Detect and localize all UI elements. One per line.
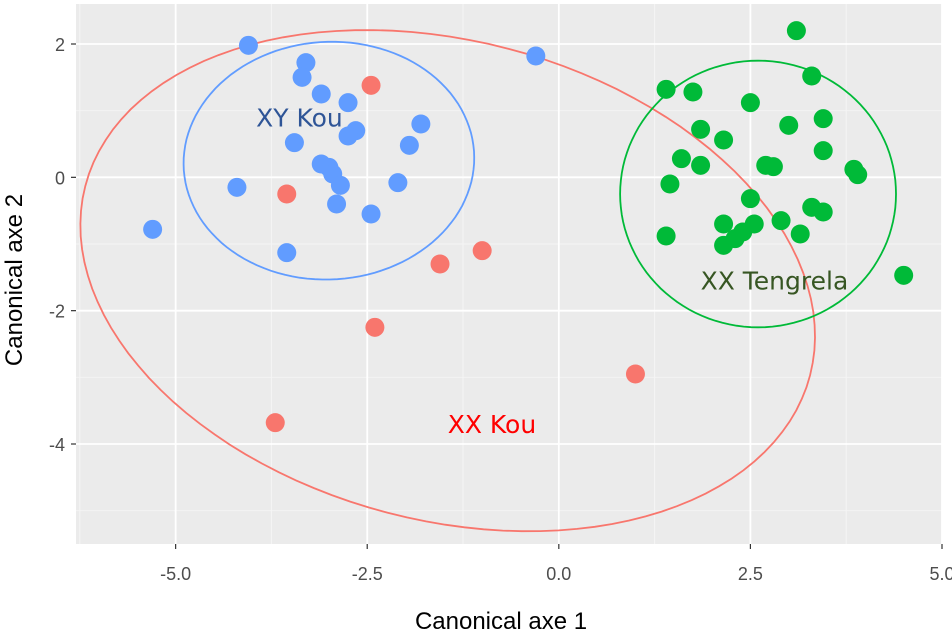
point-xy-kou: [411, 114, 431, 134]
point-xx-tengrela: [671, 149, 691, 169]
ellipse-xx-kou: [79, 29, 816, 533]
y-axis-title: Canonical axe 2: [1, 194, 28, 366]
point-xx-kou: [365, 317, 385, 337]
x-tick-label: -5.0: [160, 564, 191, 584]
point-xx-kou: [430, 254, 450, 274]
point-xy-kou: [338, 93, 358, 113]
point-xy-kou: [292, 67, 312, 87]
point-xx-tengrela: [894, 265, 914, 285]
group-label-xx-kou: XX Kou: [448, 410, 537, 439]
point-xx-kou: [265, 413, 285, 433]
grid-minor: [76, 4, 942, 544]
y-tick-label: -4: [49, 435, 65, 455]
y-tick-label: 2: [55, 35, 65, 55]
group-labels: XX Kou XY Kou XX Tengrela: [256, 103, 848, 439]
point-xx-tengrela: [813, 141, 833, 161]
point-xx-tengrela: [656, 79, 676, 99]
point-xy-kou: [338, 126, 358, 146]
y-tick-label: 0: [55, 168, 65, 188]
group-label-xx-tengrela: XX Tengrela: [701, 267, 849, 296]
point-xy-kou: [227, 177, 247, 197]
point-xx-kou: [625, 364, 645, 384]
data-points: [143, 21, 914, 433]
point-xy-kou: [143, 219, 163, 239]
point-xx-tengrela: [683, 82, 703, 102]
group-label-xy-kou: XY Kou: [256, 103, 343, 132]
point-xx-tengrela: [656, 226, 676, 246]
y-tick-label: -2: [49, 302, 65, 322]
point-xx-tengrela: [802, 66, 822, 86]
point-xx-tengrela: [779, 115, 799, 135]
point-xx-tengrela: [771, 211, 791, 231]
point-xy-kou: [399, 135, 419, 155]
point-xy-kou: [388, 173, 408, 193]
point-xy-kou: [327, 194, 347, 214]
x-axis-title: Canonical axe 1: [415, 608, 587, 635]
point-xy-kou: [311, 84, 331, 104]
point-xy-kou: [526, 46, 546, 66]
point-xx-tengrela: [813, 202, 833, 222]
point-xx-kou: [361, 75, 381, 95]
point-xx-tengrela: [660, 174, 680, 194]
panel-background: [76, 4, 942, 544]
point-xy-kou: [238, 35, 258, 55]
point-xx-kou: [472, 241, 492, 261]
ellipses: [79, 29, 897, 533]
point-xy-kou: [330, 175, 350, 195]
ellipse-xx-tengrela: [619, 59, 897, 329]
x-axis-ticks: -5.0 -2.5 0.0 2.5 5.0: [160, 544, 952, 584]
point-xx-tengrela: [848, 165, 868, 185]
x-tick-label: 2.5: [738, 564, 763, 584]
x-tick-label: 0.0: [546, 564, 571, 584]
point-xx-tengrela: [813, 109, 833, 129]
point-xx-tengrela: [714, 130, 734, 150]
point-xy-kou: [277, 243, 297, 263]
x-tick-label: 5.0: [929, 564, 952, 584]
point-xy-kou: [284, 133, 304, 153]
point-xx-tengrela: [714, 214, 734, 234]
point-xx-tengrela: [790, 224, 810, 244]
x-tick-label: -2.5: [352, 564, 383, 584]
point-xy-kou: [296, 53, 316, 73]
y-axis-ticks: -4 -2 0 2: [49, 35, 76, 455]
point-xx-kou: [277, 184, 297, 204]
point-xx-tengrela: [714, 235, 734, 255]
point-xx-tengrela: [763, 157, 783, 177]
point-xx-tengrela: [691, 155, 711, 175]
point-xy-kou: [361, 204, 381, 224]
point-xx-tengrela: [786, 21, 806, 41]
point-xx-tengrela: [740, 189, 760, 209]
point-xx-tengrela: [691, 119, 711, 139]
ellipse-xy-kou: [182, 40, 476, 281]
point-xx-tengrela: [740, 93, 760, 113]
